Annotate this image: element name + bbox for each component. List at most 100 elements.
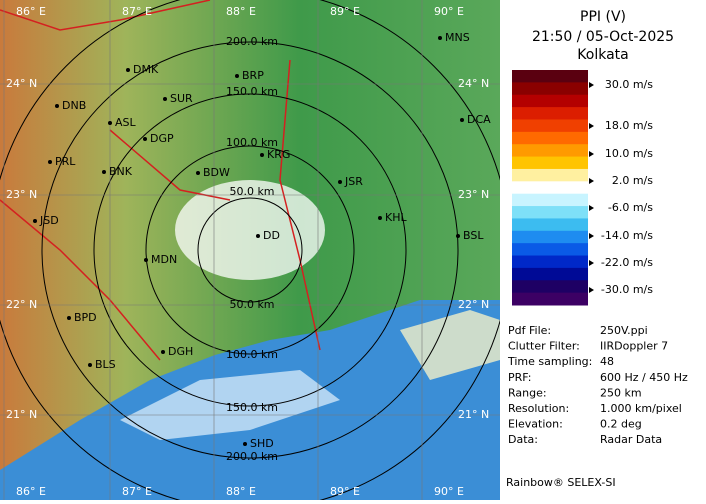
scale-label: -22.0 m/s (601, 256, 653, 269)
scale-arrow (589, 178, 594, 184)
scale-label: -6.0 m/s (608, 201, 653, 214)
color-swatch (512, 230, 588, 244)
color-swatch (512, 280, 588, 294)
station-label: BNK (109, 165, 133, 178)
info-value: 600 Hz / 450 Hz (600, 371, 688, 384)
station-dot (144, 258, 148, 262)
station-label: KRG (267, 148, 290, 161)
range-ring (145, 145, 355, 355)
lat-label: 23° N (458, 188, 489, 201)
color-swatch (512, 94, 588, 108)
station-dot (456, 234, 460, 238)
scale-arrow (589, 287, 594, 293)
info-key: Range: (508, 386, 547, 399)
station-dot (143, 137, 147, 141)
station-dot (235, 74, 239, 78)
station-label: SUR (170, 92, 193, 105)
station-label: KHL (385, 211, 407, 224)
station-label: DGH (168, 345, 193, 358)
scale-arrow (589, 151, 594, 157)
ring-label: 100.0 km (226, 136, 278, 149)
station-dot (196, 171, 200, 175)
lon-label: 88° E (226, 5, 256, 18)
ring-label: 50.0 km (229, 185, 274, 198)
station-label: DGP (150, 132, 174, 145)
color-swatch (512, 181, 588, 195)
border (0, 0, 321, 361)
lon-label: 87° E (122, 5, 152, 18)
color-swatch (512, 82, 588, 96)
station-label: MNS (445, 31, 470, 44)
lat-label: 22° N (458, 298, 489, 311)
footer: Rainbow® SELEX-SI (506, 476, 616, 489)
range-ring (93, 93, 407, 407)
color-swatch (512, 255, 588, 269)
panel-time: 21:50 / 05-Oct-2025 (532, 29, 674, 45)
station-label: JSR (344, 175, 363, 188)
station-dot (67, 316, 71, 320)
color-swatch (512, 156, 588, 170)
scale-arrow (589, 205, 594, 211)
scale-label: -14.0 m/s (601, 229, 653, 242)
color-swatch (512, 218, 588, 232)
station-dot (260, 153, 264, 157)
color-swatch (512, 119, 588, 133)
color-swatch (512, 70, 588, 83)
station-label: DNB (62, 99, 86, 112)
scale-label: -30.0 m/s (601, 283, 653, 296)
station-label: SHD (250, 437, 274, 450)
station-dot (55, 104, 59, 108)
station-dot (378, 216, 382, 220)
lon-label: 89° E (330, 5, 360, 18)
range-ring (41, 41, 459, 459)
scale-label: 2.0 m/s (612, 174, 653, 187)
panel-title: PPI (V) (580, 9, 626, 25)
info-value: 1.000 km/pixel (600, 402, 682, 415)
info-value: 250V.ppi (600, 324, 648, 337)
info-value: Radar Data (600, 433, 662, 446)
station-dot (163, 97, 167, 101)
lat-label: 21° N (458, 408, 489, 421)
color-swatch (512, 206, 588, 219)
scale-label: 18.0 m/s (605, 119, 653, 132)
lon-label: 89° E (330, 485, 360, 498)
ring-label: 200.0 km (226, 450, 278, 463)
ring-label: 50.0 km (229, 298, 274, 311)
lat-label: 24° N (458, 77, 489, 90)
info-value: IIRDoppler 7 (600, 340, 668, 353)
info-key: Pdf File: (508, 324, 551, 337)
lon-label: 86° E (16, 485, 46, 498)
color-swatch (512, 243, 588, 257)
lat-label: 21° N (6, 408, 37, 421)
station-label: DCA (467, 113, 491, 126)
color-swatch (512, 267, 588, 281)
info-value: 250 km (600, 386, 642, 399)
scale-arrow (589, 123, 594, 129)
scale-label: 30.0 m/s (605, 78, 653, 91)
scale-label: 10.0 m/s (605, 147, 653, 160)
station-label: BSL (463, 229, 484, 242)
station-dot (161, 350, 165, 354)
station-label: JSD (39, 214, 59, 227)
info-key: Resolution: (508, 402, 569, 415)
lat-label: 24° N (6, 77, 37, 90)
color-swatch (512, 131, 588, 145)
station-label: PRL (55, 155, 76, 168)
station-label: BPD (74, 311, 97, 324)
scale-arrow (589, 233, 594, 239)
station-label: DMK (133, 63, 159, 76)
echo (175, 180, 325, 280)
scale-arrow (589, 82, 594, 88)
station-dot (108, 121, 112, 125)
station-label: BDW (203, 166, 230, 179)
lat-label: 23° N (6, 188, 37, 201)
ring-label: 100.0 km (226, 348, 278, 361)
station-dot (256, 234, 260, 238)
station-dot (126, 68, 130, 72)
station-label: ASL (115, 116, 137, 129)
ring-label: 150.0 km (226, 401, 278, 414)
station-label: DD (263, 229, 280, 242)
color-swatch (512, 292, 588, 306)
info-key: Clutter Filter: (508, 340, 580, 353)
